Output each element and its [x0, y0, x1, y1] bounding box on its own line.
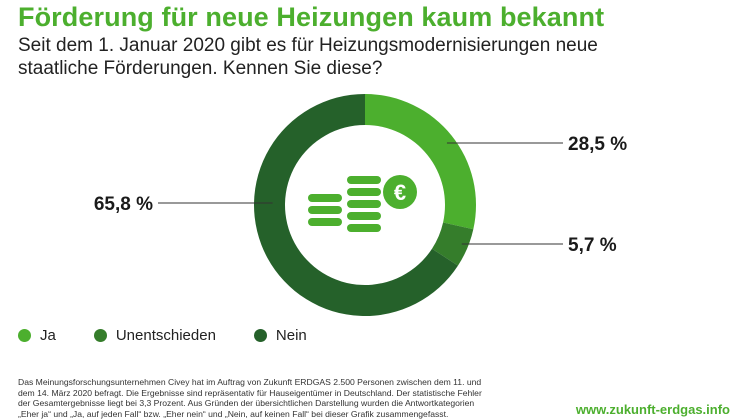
data-label-ja: 28,5 %: [568, 134, 627, 155]
legend-label-unentschieden: Unentschieden: [115, 327, 216, 344]
legend-label-ja: Ja: [40, 327, 56, 344]
donut-slice-unentschieden: [432, 222, 474, 266]
source-url[interactable]: www.zukunft-erdgas.info: [575, 402, 730, 417]
legend-item-unentschieden: Unentschieden: [93, 327, 216, 344]
data-label-unentschieden: 5,7 %: [568, 235, 617, 256]
legend-swatch-ja: [18, 329, 31, 342]
chart-legend: Ja Unentschieden Nein: [18, 327, 345, 344]
legend-swatch-unentschieden: [93, 329, 107, 342]
money-euro-icon: €: [308, 175, 417, 232]
data-label-nein: 65,8 %: [94, 194, 153, 215]
donut-slice-nein: [254, 94, 458, 316]
footnote: Das Meinungsforschungsunternehmen Civey …: [18, 377, 482, 419]
legend-label-nein: Nein: [275, 327, 307, 344]
legend-item-nein: Nein: [253, 327, 307, 344]
svg-text:€: €: [394, 180, 406, 205]
donut-slice-ja: [365, 94, 476, 230]
chart-subtitle: Seit dem 1. Januar 2020 gibt es für Heiz…: [18, 35, 598, 79]
chart-title: Förderung für neue Heizungen kaum bekann…: [18, 2, 605, 32]
legend-swatch-nein: [253, 329, 267, 342]
legend-item-ja: Ja: [18, 327, 56, 344]
